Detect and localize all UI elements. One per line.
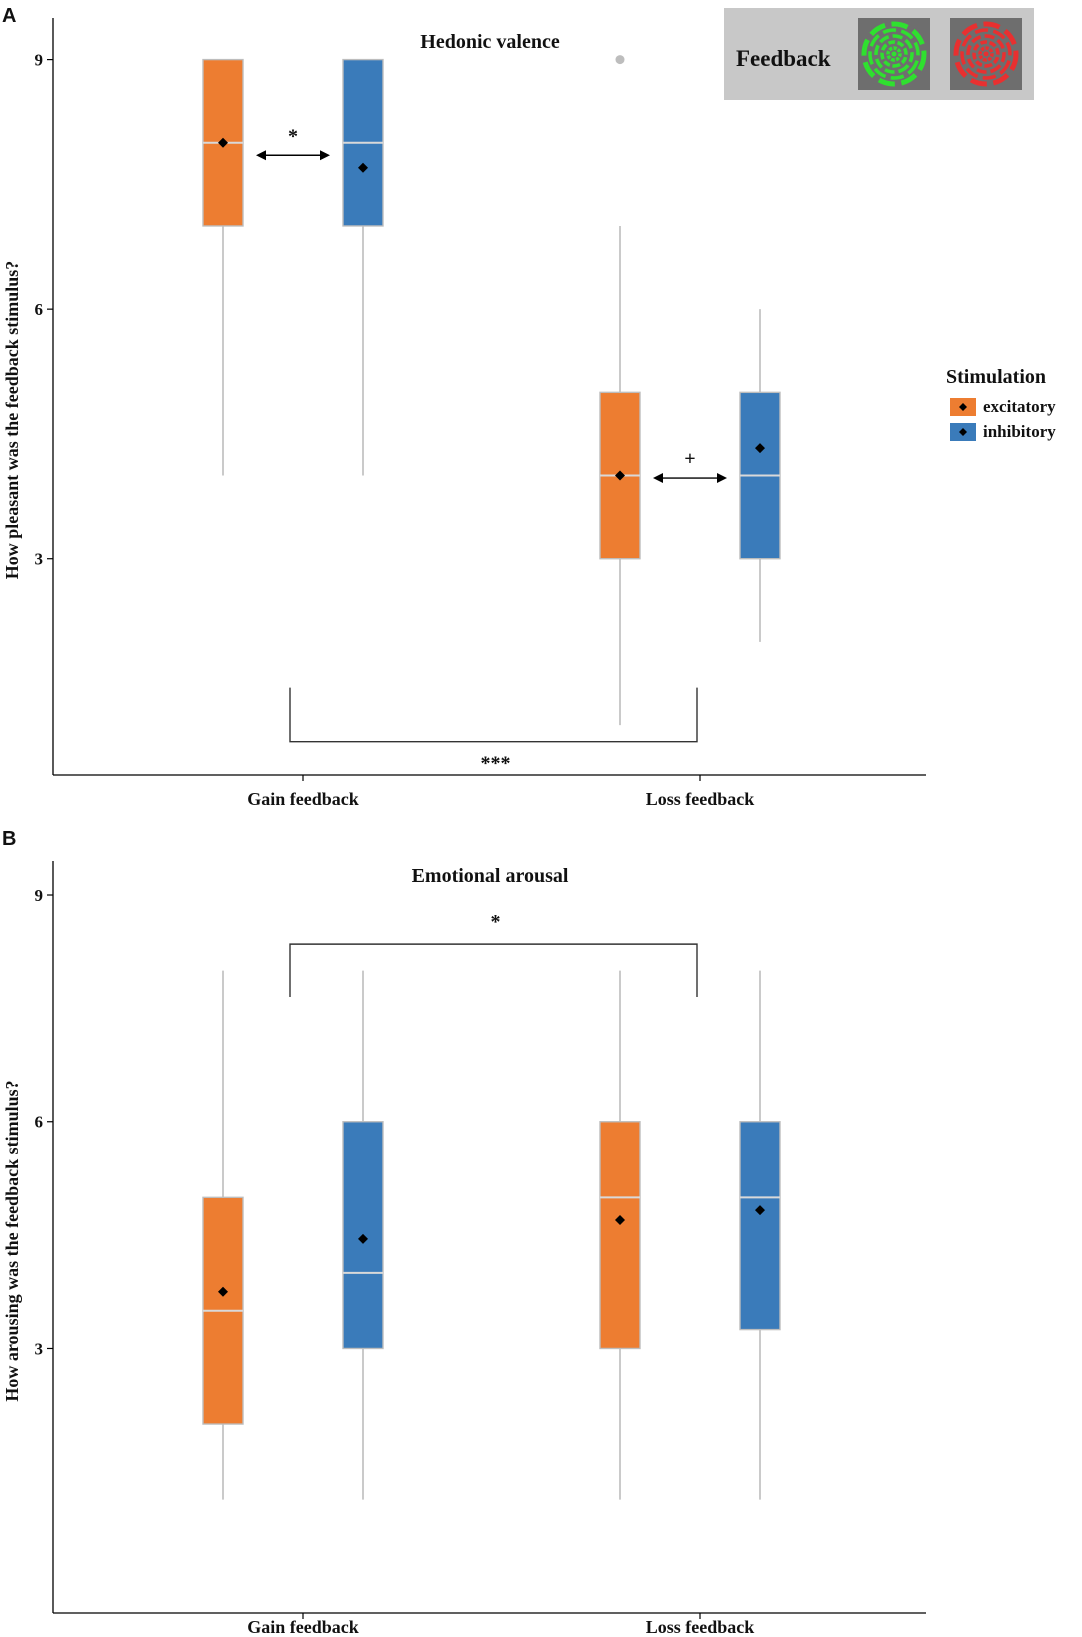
y-tick-label: 6 [35, 300, 44, 319]
feedback-inset: Feedback [724, 8, 1034, 100]
significance-label: *** [481, 753, 511, 775]
box-inhibitory-loss-feedback [739, 309, 781, 642]
feedback-inset-label: Feedback [736, 46, 831, 71]
stimulus-ring [861, 21, 927, 87]
box-excitatory-gain-feedback [202, 58, 244, 476]
legend-label-inhibitory: inhibitory [983, 422, 1056, 441]
panel-letter: A [2, 5, 16, 27]
x-tick-label: Loss feedback [646, 1617, 755, 1637]
legend: Stimulation excitatory inhibitory [946, 366, 1056, 441]
mean-marker [755, 443, 765, 454]
mean-marker [755, 1205, 765, 1216]
significance-label: * [491, 911, 501, 933]
panel-a-chart: A 3 6 9 Gain feedback Loss feedback Hedonic va… [2, 5, 926, 809]
arrow-head-left [256, 150, 266, 161]
box-body [599, 1121, 641, 1350]
y-axis-label: How arousing was the feedback stimulus? [2, 1080, 22, 1401]
stimulus-ring [874, 34, 914, 74]
box-inhibitory-loss-feedback [739, 970, 781, 1500]
y-tick-label: 6 [35, 1113, 44, 1132]
legend-label-excitatory: excitatory [983, 397, 1056, 416]
arrow-head-right [320, 150, 330, 161]
stimulus-ring [972, 40, 1000, 68]
y-tick-label: 9 [35, 886, 44, 905]
significance-arrow: * [256, 125, 330, 161]
y-tick-label: 3 [35, 550, 44, 569]
stimulus-ring [880, 40, 908, 68]
x-tick-label: Gain feedback [247, 1617, 359, 1637]
panel-letter: B [2, 828, 16, 850]
mean-marker [358, 1233, 368, 1244]
box-body [739, 1121, 781, 1331]
stimulus-center [891, 51, 897, 57]
bracket-line [289, 943, 698, 998]
arrow-head-right [717, 473, 727, 484]
stimulus-ring [868, 28, 920, 80]
box-excitatory-loss-feedback [599, 970, 641, 1500]
box-inhibitory-gain-feedback [342, 970, 384, 1500]
box-excitatory-loss-feedback [599, 55, 641, 726]
mean-marker [358, 162, 368, 173]
x-tick-label: Gain feedback [247, 789, 359, 809]
legend-title: Stimulation [946, 366, 1046, 388]
gain-stimulus-icon [858, 18, 930, 90]
y-tick-label: 9 [35, 51, 44, 70]
y-axis-label: How pleasant was the feedback stimulus? [2, 261, 22, 580]
box-excitatory-gain-feedback [202, 970, 244, 1500]
outlier-point [615, 55, 625, 65]
mean-marker [615, 470, 625, 481]
chart-title: Hedonic valence [420, 31, 560, 53]
stimulus-ring [966, 34, 1006, 74]
significance-label: + [684, 448, 695, 470]
stimulus-center [983, 51, 989, 57]
chart-title: Emotional arousal [412, 865, 569, 887]
bracket-line [289, 687, 698, 743]
significance-bracket: *** [289, 687, 698, 775]
box-inhibitory-gain-feedback [342, 58, 384, 476]
mean-marker [218, 1286, 228, 1297]
loss-stimulus-icon [950, 18, 1022, 90]
stimulus-ring [960, 28, 1012, 80]
significance-bracket: * [289, 911, 698, 998]
significance-label: * [288, 125, 298, 147]
mean-marker [218, 137, 228, 148]
y-tick-label: 3 [35, 1339, 44, 1358]
panel-b-chart: B 3 6 9 Gain feedback Loss feedback Emotional … [2, 828, 926, 1637]
stimulus-ring [953, 21, 1019, 87]
legend-mean-marker [959, 403, 967, 411]
legend-mean-marker [959, 428, 967, 436]
significance-arrow: + [653, 448, 727, 484]
mean-marker [615, 1214, 625, 1225]
arrow-head-left [653, 473, 663, 484]
x-tick-label: Loss feedback [646, 789, 755, 809]
